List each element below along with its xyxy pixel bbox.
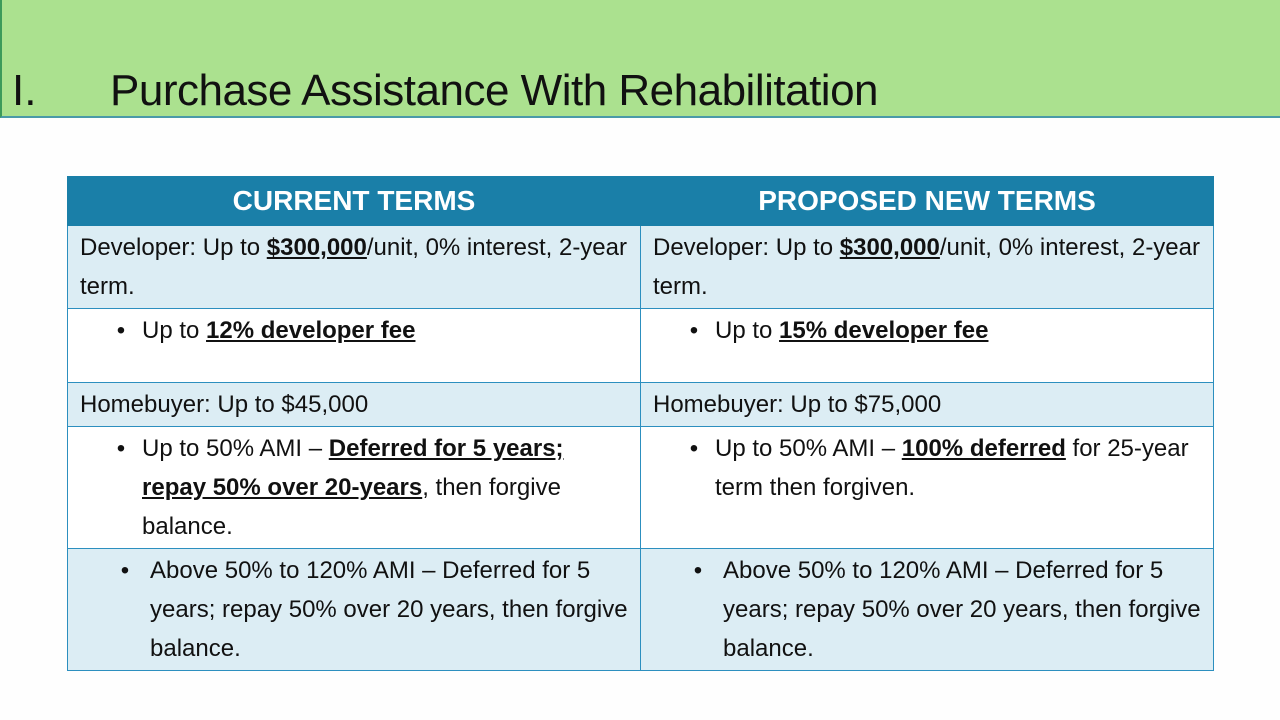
table-row: • Above 50% to 120% AMI – Deferred for 5 … — [67, 548, 1214, 671]
title-bar: I. Purchase Assistance With Rehabilitati… — [0, 0, 1280, 118]
cell-text: Up to 50% AMI – — [142, 435, 329, 462]
current-terms-cell: • Up to 12% developer fee — [67, 308, 641, 383]
proposed-terms-cell: Homebuyer: Up to $75,000 — [640, 382, 1214, 427]
cell-text: Developer: Up to — [653, 234, 840, 261]
bullet-text: Above 50% to 120% AMI – Deferred for 5 y… — [723, 551, 1207, 668]
cell-text: Up to — [715, 317, 780, 344]
current-terms-cell: Homebuyer: Up to $45,000 — [67, 382, 641, 427]
bullet-icon: • — [689, 435, 699, 462]
current-terms-cell: • Up to 50% AMI – Deferred for 5 years; r… — [67, 426, 641, 549]
cell-text: for 25-year term then forgiven. — [715, 435, 1189, 501]
cell-text: Developer: Up to — [80, 234, 267, 261]
bullet-icon: • — [116, 435, 126, 462]
cell-text: Above 50% to 120% AMI – Deferred for 5 y… — [150, 557, 628, 662]
slide-number: I. — [12, 66, 37, 115]
proposed-terms-cell: • Up to 50% AMI – 100% deferred for 25-ye… — [640, 426, 1214, 549]
bullet-text: Up to 12% developer fee — [142, 311, 415, 350]
table-row: Developer: Up to $300,000/unit, 0% inter… — [67, 225, 1214, 309]
header-current-terms: CURRENT TERMS — [67, 176, 641, 226]
current-terms-cell: Developer: Up to $300,000/unit, 0% inter… — [67, 225, 641, 309]
bullet-icon: • — [116, 317, 126, 344]
table-row: Homebuyer: Up to $45,000 Homebuyer: Up to… — [67, 382, 1214, 427]
emphasis-text: 100% deferred — [901, 435, 1066, 462]
header-proposed-terms: PROPOSED NEW TERMS — [640, 176, 1214, 226]
cell-text: Homebuyer: Up to $75,000 — [653, 391, 942, 418]
cell-text: Above 50% to 120% AMI – Deferred for 5 y… — [723, 557, 1201, 662]
cell-text: , then forgive balance. — [142, 474, 561, 540]
bullet-icon: • — [689, 317, 699, 344]
emphasis-text: 15% developer fee — [779, 317, 989, 344]
bullet-text: Up to 15% developer fee — [715, 311, 988, 350]
current-terms-cell: • Above 50% to 120% AMI – Deferred for 5 … — [67, 548, 641, 671]
emphasis-text: Deferred for 5 years; repay 50% over 20-… — [142, 435, 564, 501]
bullet-text: Above 50% to 120% AMI – Deferred for 5 y… — [150, 551, 634, 668]
proposed-terms-cell: Developer: Up to $300,000/unit, 0% inter… — [640, 225, 1214, 309]
emphasis-text: 12% developer fee — [206, 317, 416, 344]
proposed-terms-cell: • Above 50% to 120% AMI – Deferred for 5 … — [640, 548, 1214, 671]
bullet-icon: • — [693, 557, 703, 584]
terms-table: CURRENT TERMS PROPOSED NEW TERMS Develop… — [67, 176, 1214, 671]
cell-text: /unit, 0% interest, 2-year term. — [80, 234, 627, 300]
proposed-terms-cell: • Up to 15% developer fee — [640, 308, 1214, 383]
cell-text: Up to — [142, 317, 207, 344]
cell-text: /unit, 0% interest, 2-year term. — [653, 234, 1200, 300]
table-row: • Up to 50% AMI – Deferred for 5 years; r… — [67, 426, 1214, 549]
emphasis-text: $300,000 — [839, 234, 940, 261]
cell-text: Up to 50% AMI – — [715, 435, 902, 462]
cell-text: Homebuyer: Up to $45,000 — [80, 391, 369, 418]
bullet-icon: • — [120, 557, 130, 584]
bullet-text: Up to 50% AMI – 100% deferred for 25-yea… — [715, 429, 1207, 507]
slide-title: Purchase Assistance With Rehabilitation — [110, 66, 879, 115]
table-row: • Up to 12% developer fee • Up to 15% devel… — [67, 308, 1214, 383]
emphasis-text: $300,000 — [266, 234, 367, 261]
bullet-text: Up to 50% AMI – Deferred for 5 years; re… — [142, 429, 634, 546]
